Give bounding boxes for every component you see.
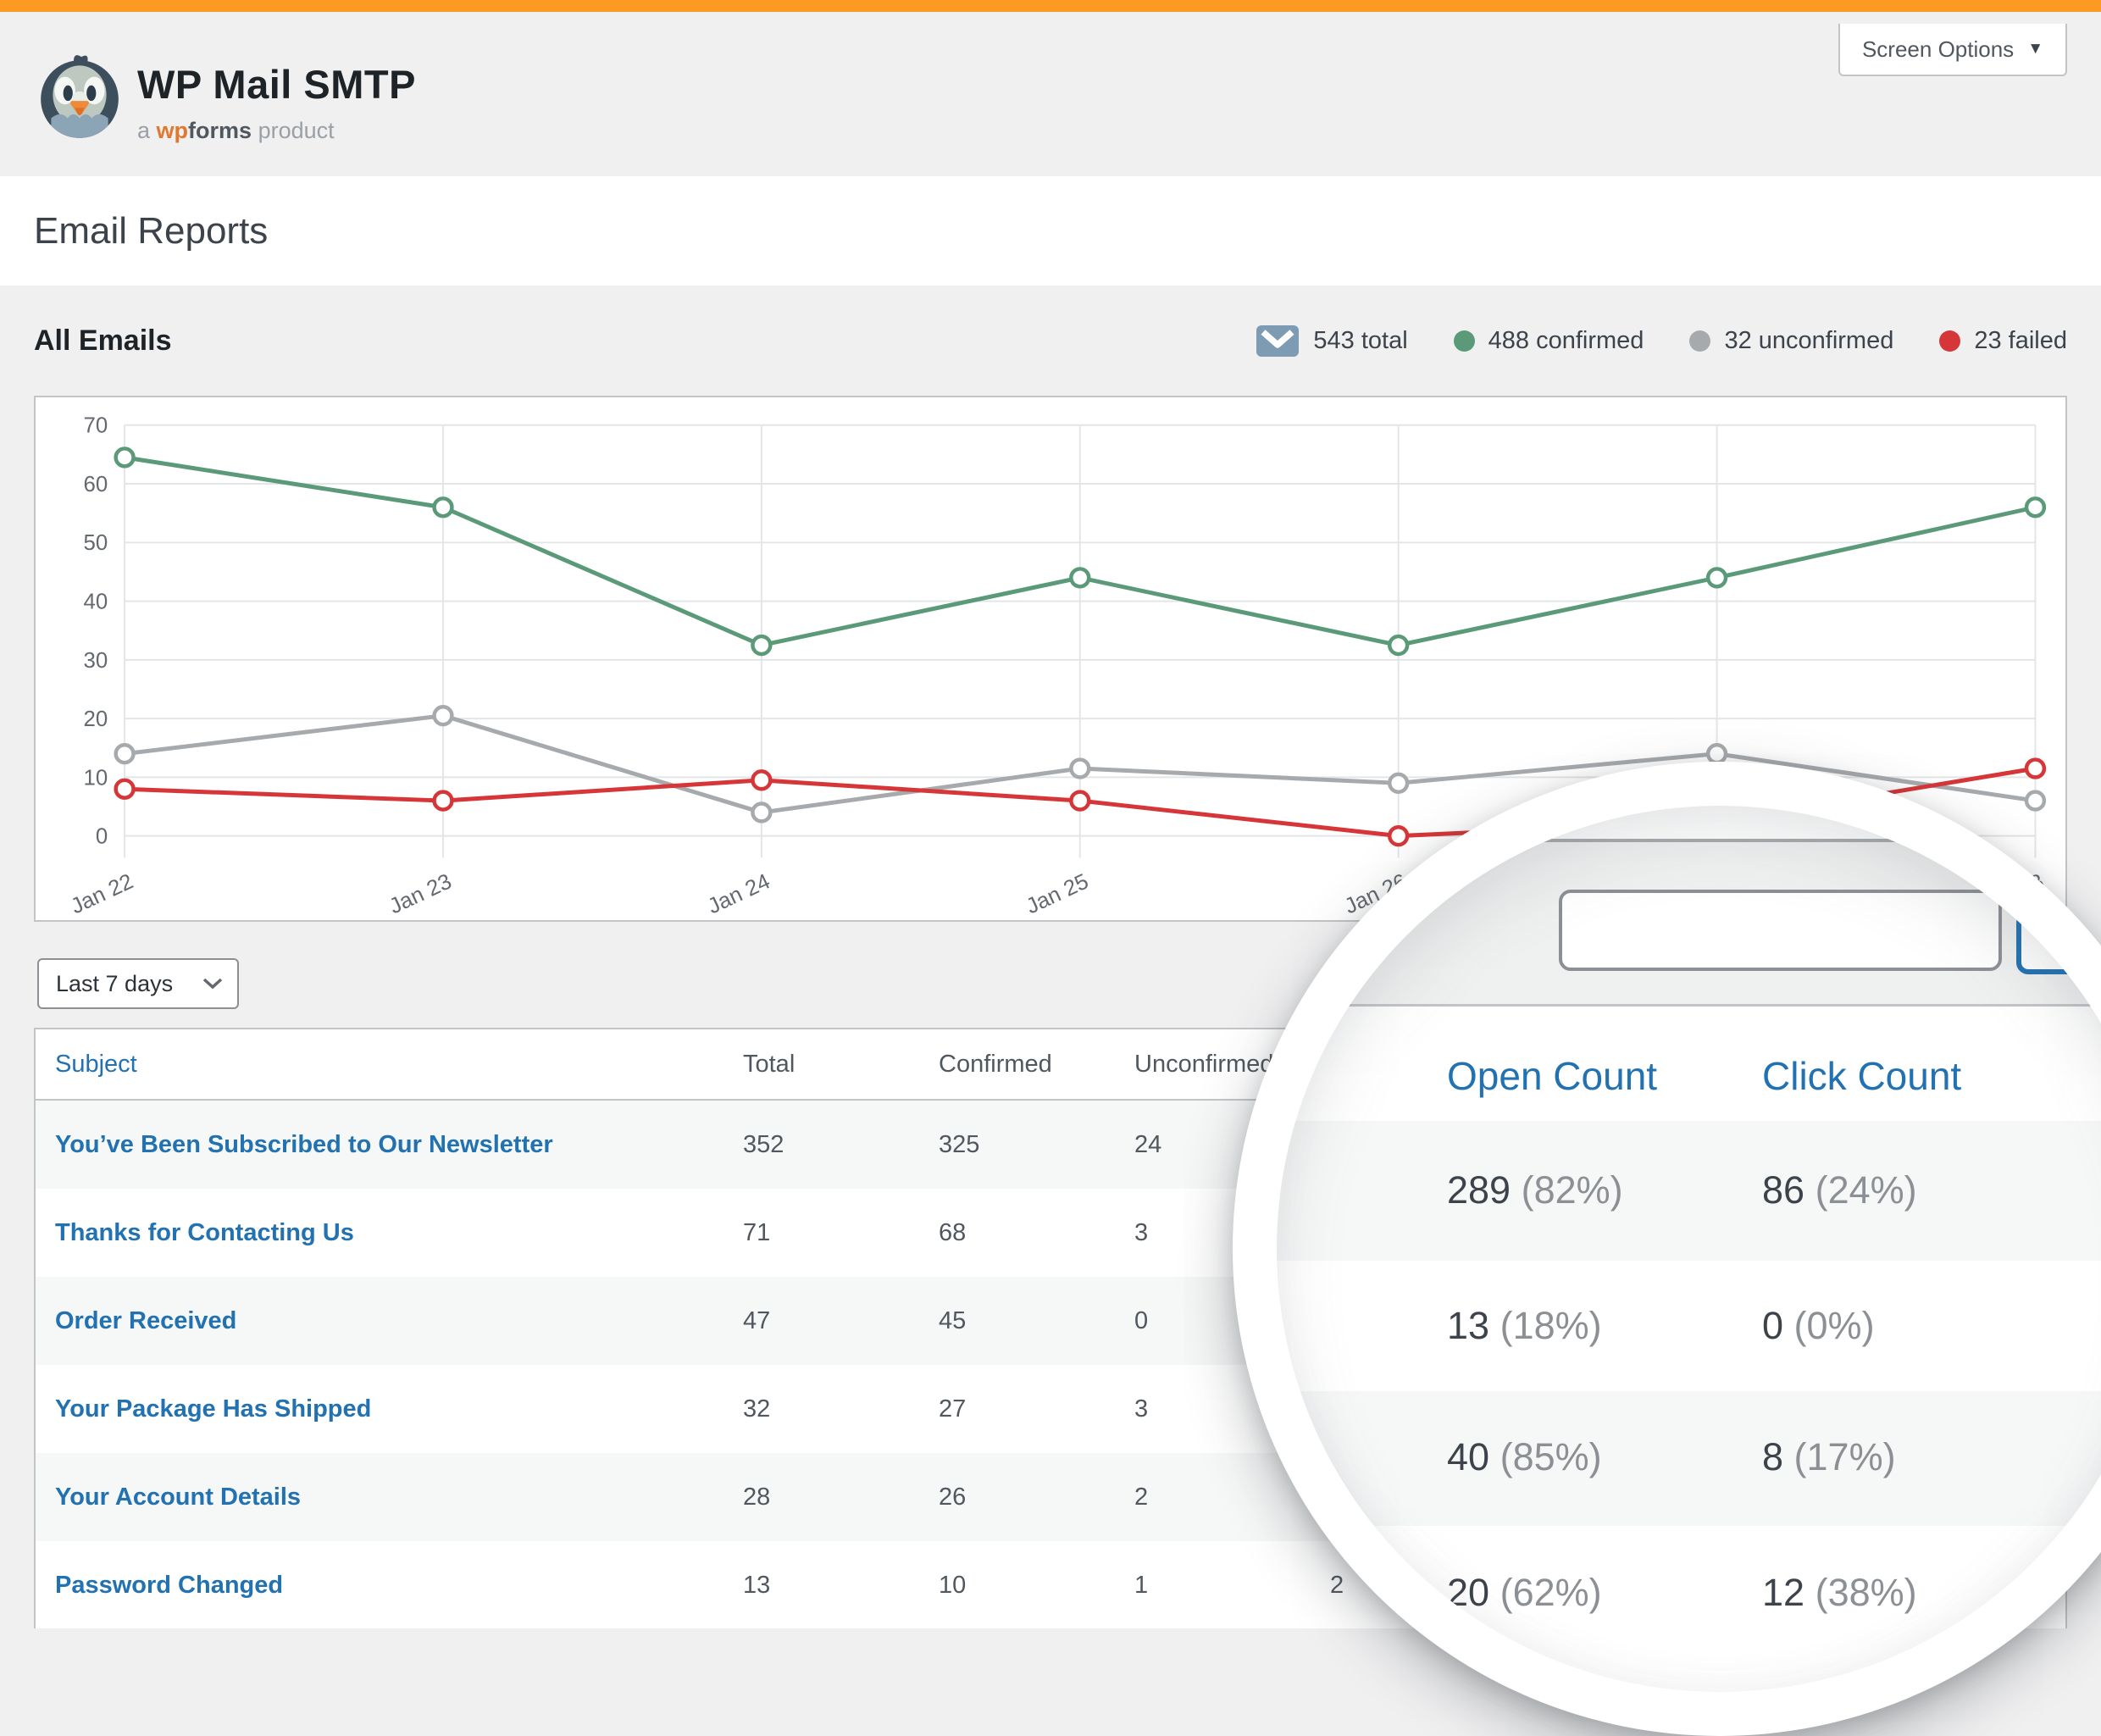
series-dot-icon [1939, 330, 1961, 352]
confirmed-cell: 45 [939, 1306, 967, 1334]
column-header-unconfirmed[interactable]: Unconfirmed [1134, 1050, 1274, 1078]
email-subject-link[interactable]: Order Received [55, 1306, 237, 1334]
click-count-cell: 0 (0%) [1762, 1304, 1875, 1347]
svg-text:50: 50 [83, 531, 108, 555]
svg-text:10: 10 [83, 766, 108, 790]
magnified-row-stripe [1277, 1391, 2101, 1526]
open-count-cell: 13 (18%) [1447, 1304, 1602, 1347]
column-header-confirmed[interactable]: Confirmed [939, 1050, 1052, 1078]
magnifier-content: Open Count Click Count 289 (82%) 86 (24%)… [1277, 806, 2101, 1692]
column-header-subject[interactable]: Subject [55, 1050, 137, 1078]
chevron-down-icon [202, 978, 223, 990]
unconfirmed-cell: 1 [1134, 1571, 1149, 1599]
svg-text:40: 40 [83, 591, 108, 614]
column-header-click-count[interactable]: Click Count [1762, 1054, 1962, 1098]
series-dot-icon [1453, 330, 1475, 352]
page-title-band: Email Reports [0, 176, 2101, 286]
confirmed-cell: 26 [939, 1483, 967, 1511]
legend-label: 543 total [1313, 326, 1408, 354]
wp-mail-smtp-pigeon-logo-icon [41, 55, 119, 138]
magnified-chart-border [1277, 839, 2101, 842]
confirmed-cell: 27 [939, 1395, 967, 1423]
svg-text:30: 30 [83, 649, 108, 673]
confirmed-cell: 325 [939, 1130, 980, 1158]
open-count-cell: 289 (82%) [1447, 1168, 1623, 1212]
series-dot-icon [1689, 330, 1711, 352]
svg-text:70: 70 [83, 414, 108, 438]
legend-label: 23 failed [1974, 326, 2067, 354]
total-cell: 32 [743, 1395, 771, 1423]
unconfirmed-cell: 3 [1134, 1218, 1149, 1246]
total-cell: 71 [743, 1218, 771, 1246]
open-count-cell: 20 (62%) [1447, 1571, 1602, 1614]
click-count-cell: 12 (38%) [1762, 1571, 1917, 1614]
wpforms-wordmark: wp [156, 118, 189, 143]
unconfirmed-cell: 2 [1134, 1483, 1149, 1511]
legend-item: 543 total [1256, 324, 1408, 358]
magnifier-overlay: Open Count Click Count 289 (82%) 86 (24%)… [1233, 762, 2101, 1736]
email-subject-link[interactable]: Thanks for Contacting Us [55, 1218, 354, 1246]
date-range-select[interactable]: Last 7 days [37, 958, 239, 1009]
column-header-open-count[interactable]: Open Count [1447, 1054, 1658, 1098]
failed-cell: 2 [1330, 1571, 1344, 1599]
magnified-search-input[interactable] [1559, 890, 2002, 971]
magnified-row-stripe [1277, 1121, 2101, 1261]
unconfirmed-cell: 3 [1134, 1395, 1149, 1423]
screen-options-label: Screen Options [1861, 36, 2015, 62]
email-subject-link[interactable]: Password Changed [55, 1571, 284, 1599]
svg-text:Jan 23: Jan 23 [385, 869, 455, 918]
section-title: All Emails [34, 324, 172, 357]
total-cell: 28 [743, 1483, 771, 1511]
email-subject-link[interactable]: You’ve Been Subscribed to Our Newsletter [55, 1130, 553, 1158]
open-count-cell: 40 (85%) [1447, 1435, 1602, 1478]
envelope-icon [1256, 324, 1300, 357]
app-header: WP Mail SMTP a wpforms product Screen Op… [0, 12, 2101, 176]
chart-legend: 543 total 488 confirmed 32 unconfirmed 23 f… [1256, 324, 2067, 358]
chevron-down-icon: ▼ [2027, 40, 2043, 58]
brand-subtitle: a wpforms product [137, 118, 335, 143]
date-range-value: Last 7 days [56, 970, 174, 996]
table-row: Password Changed 13 10 1 2 [36, 1541, 2065, 1628]
click-count-cell: 8 (17%) [1762, 1435, 1896, 1478]
table-header-row: Subject Total Confirmed Unconfirmed [36, 1029, 2065, 1101]
svg-text:Jan 22: Jan 22 [67, 869, 136, 918]
table-row: Your Package Has Shipped 32 27 3 [36, 1365, 2065, 1453]
confirmed-cell: 10 [939, 1571, 967, 1599]
svg-text:20: 20 [83, 707, 108, 731]
svg-text:Jan 25: Jan 25 [1023, 869, 1092, 918]
table-row: Thanks for Contacting Us 71 68 3 [36, 1189, 2065, 1277]
svg-text:60: 60 [83, 473, 108, 496]
unconfirmed-cell: 24 [1134, 1130, 1162, 1158]
email-subject-link[interactable]: Your Package Has Shipped [55, 1395, 372, 1423]
brand-title: WP Mail SMTP [137, 62, 416, 107]
legend-item: 23 failed [1939, 327, 2067, 355]
email-subject-link[interactable]: Your Account Details [55, 1483, 302, 1511]
svg-text:0: 0 [96, 825, 108, 849]
total-cell: 13 [743, 1571, 771, 1599]
legend-item: 32 unconfirmed [1689, 327, 1893, 355]
total-cell: 47 [743, 1306, 771, 1334]
unconfirmed-cell: 0 [1134, 1306, 1149, 1334]
click-count-cell: 86 (24%) [1762, 1168, 1917, 1212]
page-title: Email Reports [34, 210, 269, 252]
total-cell: 352 [743, 1130, 784, 1158]
svg-text:Jan 24: Jan 24 [704, 869, 773, 918]
confirmed-cell: 68 [939, 1218, 967, 1246]
top-accent-bar [0, 0, 2101, 12]
screen-options-button[interactable]: Screen Options ▼ [1838, 24, 2067, 76]
legend-item: 488 confirmed [1453, 326, 1644, 355]
column-header-total[interactable]: Total [743, 1050, 795, 1078]
legend-label: 32 unconfirmed [1724, 326, 1894, 354]
magnified-table-border [1277, 1004, 2101, 1007]
legend-label: 488 confirmed [1488, 326, 1644, 354]
magnified-search-button[interactable] [2016, 911, 2101, 974]
